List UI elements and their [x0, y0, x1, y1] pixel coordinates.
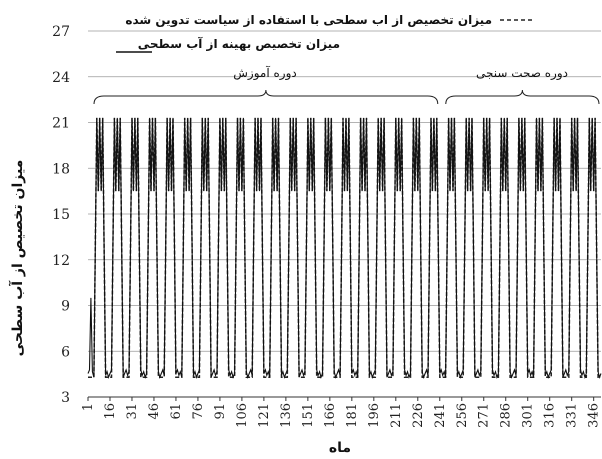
x-tick-labels: 1 16 31 46 61 76 91 106 121 136 151 166 181 196 211 226… [81, 397, 602, 428]
y-tick-label: 18 [52, 161, 70, 177]
x-tick-label: 226 [411, 403, 426, 428]
series-lines [87, 117, 602, 379]
x-tick-label: 46 [147, 403, 162, 420]
y-tick-label: 15 [52, 207, 70, 223]
legend: میزان تخصیص از اب سطحی با استفاده از سیا… [116, 13, 534, 53]
x-tick-label: 271 [477, 403, 492, 428]
x-tick-label: 91 [213, 403, 228, 420]
period-label-validation: دوره صحت سنجی [476, 66, 568, 81]
y-tick-label: 12 [52, 253, 70, 269]
x-tick-label: 286 [499, 403, 514, 428]
y-tick-label: 9 [61, 299, 70, 315]
x-tick-label: 196 [367, 403, 382, 428]
x-tick-label: 31 [125, 403, 140, 420]
y-tick-label: 6 [61, 344, 70, 360]
y-tick-labels: 3 6 9 12 15 18 21 24 27 [52, 24, 70, 406]
x-tick-label: 301 [521, 403, 536, 428]
legend-label-optimal: میزان تخصیص بهینه از آب سطحی [138, 36, 340, 51]
x-tick-label: 316 [543, 403, 558, 428]
x-tick-label: 331 [565, 403, 580, 428]
x-tick-label: 76 [191, 403, 206, 420]
x-tick-label: 346 [587, 403, 602, 428]
period-braces [93, 89, 600, 105]
x-tick-label: 121 [257, 403, 272, 428]
period-brace [445, 89, 600, 105]
x-tick-label: 1 [81, 403, 96, 411]
x-tick-label: 106 [235, 403, 250, 428]
period-label-training: دوره آموزش [233, 65, 296, 81]
y-tick-label: 21 [52, 116, 70, 132]
y-axis-label: میزان تخصیص از آب سطحی [8, 160, 26, 357]
x-tick-label: 181 [345, 403, 360, 428]
series-line [87, 117, 602, 379]
y-tick-label: 24 [52, 70, 70, 86]
x-tick-label: 241 [433, 403, 448, 428]
x-tick-label: 211 [389, 403, 404, 428]
x-tick-label: 166 [323, 403, 338, 428]
period-brace [93, 89, 439, 105]
x-axis-label: ماه [329, 440, 351, 456]
x-tick-label: 136 [279, 403, 294, 428]
x-tick-label: 151 [301, 403, 316, 428]
y-tick-label: 27 [52, 24, 70, 40]
x-tick-label: 61 [169, 403, 184, 420]
legend-label-policy: میزان تخصیص از اب سطحی با استفاده از سیا… [125, 13, 492, 28]
y-tick-label: 3 [61, 390, 70, 406]
x-tick-label: 16 [103, 403, 118, 420]
x-tick-label: 256 [455, 403, 470, 428]
